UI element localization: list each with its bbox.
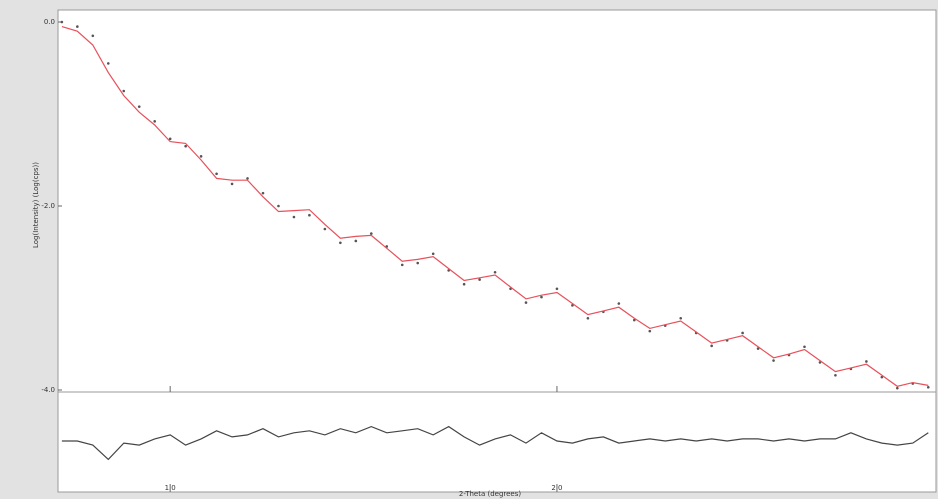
data-point — [292, 215, 296, 219]
data-point — [540, 295, 543, 299]
data-point — [803, 345, 806, 349]
y-tick-label: -4.0 — [41, 386, 55, 394]
data-point — [834, 373, 837, 377]
y-tick-label: -2.0 — [41, 202, 55, 210]
data-point — [76, 25, 79, 28]
data-point — [106, 62, 110, 65]
data-point — [586, 316, 590, 320]
data-point — [865, 360, 868, 363]
data-point — [679, 316, 683, 320]
data-point — [880, 375, 884, 379]
data-point — [633, 318, 636, 322]
data-point — [277, 204, 280, 208]
x-axis-label: 2-Theta (degrees) — [459, 490, 522, 498]
data-point — [199, 155, 203, 158]
data-point — [230, 182, 234, 186]
data-point — [323, 227, 327, 231]
data-point — [524, 301, 528, 304]
data-point — [246, 177, 249, 180]
data-point — [617, 302, 621, 305]
data-point — [926, 385, 930, 389]
data-line — [61, 26, 929, 387]
data-point — [339, 241, 342, 245]
data-point — [431, 252, 435, 256]
data-point — [91, 34, 95, 38]
data-point — [153, 120, 156, 123]
main-panel — [57, 9, 937, 393]
data-point — [261, 191, 265, 195]
data-point — [60, 20, 64, 24]
data-point — [122, 89, 126, 93]
data-point — [555, 287, 559, 291]
data-line — [61, 425, 929, 461]
y-axis-label: Log(Intensity) (Log(cps)) — [32, 162, 40, 248]
data-point — [710, 344, 713, 348]
data-point — [416, 261, 420, 265]
data-point — [354, 239, 358, 243]
data-point — [741, 331, 744, 335]
data-point — [462, 282, 466, 286]
data-point — [184, 144, 187, 148]
data-point — [772, 359, 775, 362]
data-point — [308, 213, 311, 217]
data-point — [896, 386, 899, 390]
data-point — [478, 278, 481, 281]
data-point — [493, 270, 497, 274]
residual-panel — [57, 391, 937, 493]
data-point — [648, 329, 652, 333]
data-point — [168, 137, 172, 141]
data-point — [215, 172, 218, 176]
data-point — [400, 263, 404, 267]
data-point — [369, 232, 373, 235]
data-point — [137, 105, 141, 108]
y-tick-label: 0.0 — [44, 18, 55, 26]
